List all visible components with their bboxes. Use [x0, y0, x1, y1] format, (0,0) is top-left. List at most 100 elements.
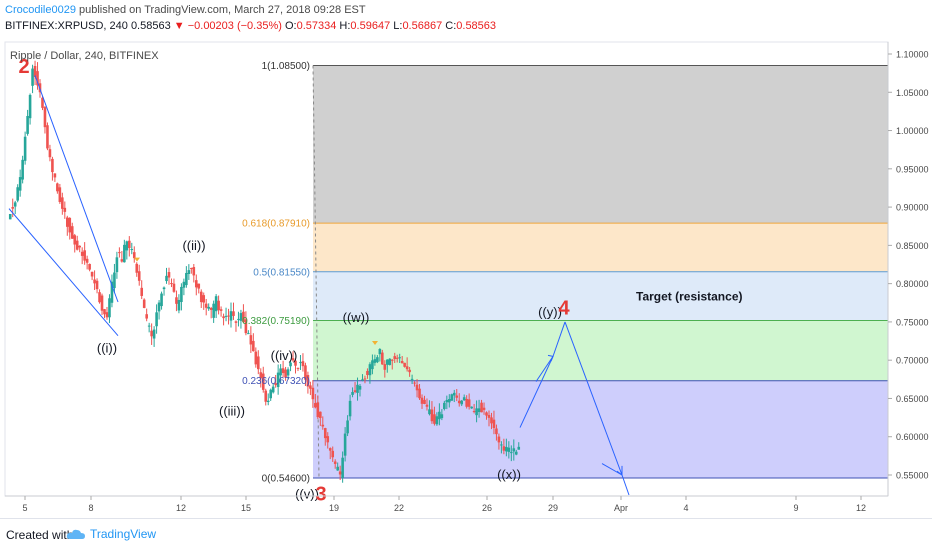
- count-label: 4: [558, 297, 570, 319]
- candle-body: [276, 372, 280, 388]
- candle-body: [443, 402, 446, 410]
- candle-body: [103, 309, 106, 315]
- candle-body: [316, 402, 320, 418]
- price-tick-label: 1.00000: [896, 126, 929, 136]
- candle-body: [78, 245, 81, 248]
- fib-label: 0.618(0.87910): [242, 219, 310, 230]
- candle-body: [284, 369, 287, 378]
- candle-body: [254, 351, 258, 365]
- candle-body: [388, 358, 392, 365]
- price-tick-label: 0.90000: [896, 203, 929, 213]
- price-tick-label: 0.65000: [896, 394, 929, 404]
- candle-body: [244, 319, 248, 334]
- candle-body: [252, 340, 255, 352]
- candle-body: [234, 321, 238, 323]
- candle-body: [135, 263, 139, 273]
- price-chart[interactable]: 1(1.08500) 0.618(0.87910) 0.5(0.81550) 0.38…: [0, 40, 932, 518]
- candle-body: [371, 360, 374, 370]
- candle-body: [145, 314, 148, 319]
- price-tick-label: 1.10000: [896, 50, 929, 60]
- candle-body: [177, 299, 181, 311]
- candle-body: [217, 300, 220, 311]
- candle-body: [194, 280, 198, 288]
- author-link[interactable]: Crocodile0029: [5, 4, 76, 16]
- time-tick-label: 4: [683, 503, 688, 513]
- candle-body: [46, 125, 49, 149]
- candle-body: [98, 292, 101, 303]
- candle-body: [381, 352, 384, 365]
- candle-body: [247, 333, 250, 335]
- candle-body: [328, 448, 332, 451]
- candle-body: [366, 370, 369, 375]
- target-annotation: Target (resistance): [636, 289, 742, 303]
- time-tick-label: 9: [793, 503, 798, 513]
- candle-body: [269, 389, 273, 399]
- candle-body: [197, 283, 201, 289]
- candle-body: [311, 387, 315, 400]
- candle-body: [65, 217, 69, 227]
- candle-body: [182, 281, 186, 288]
- wave-label: ((v)): [295, 486, 319, 501]
- candle-body: [130, 249, 134, 251]
- candle-body: [190, 268, 193, 270]
- candle-body: [475, 408, 478, 416]
- price-tick-label: 0.60000: [896, 432, 929, 442]
- wave-label: ((iv)): [271, 348, 298, 363]
- candle-body: [26, 115, 29, 134]
- candle-body: [43, 107, 47, 128]
- time-tick-label: 12: [856, 503, 866, 513]
- symbol-label: BITFINEX:XRPUSD, 240: [5, 20, 128, 32]
- candle-body: [279, 368, 282, 376]
- footer: Created with TradingView: [0, 518, 932, 551]
- close-value: 0.58563: [456, 20, 497, 32]
- candle-body: [41, 97, 44, 108]
- candle-body: [500, 444, 503, 446]
- candle-body: [448, 399, 451, 403]
- price-tick-label: 0.95000: [896, 164, 929, 174]
- chart-header: Crocodile0029 published on TradingView.c…: [0, 0, 932, 40]
- candle-body: [271, 386, 275, 393]
- candle-body: [108, 298, 111, 318]
- price-tick-label: 0.55000: [896, 471, 929, 481]
- candle-body: [390, 359, 394, 361]
- published-text: published on TradingView.com, March 27, …: [79, 4, 366, 16]
- candle-body: [175, 297, 178, 304]
- candle-body: [465, 398, 468, 407]
- candle-body: [165, 275, 168, 282]
- candle-body: [400, 361, 404, 364]
- candle-body: [420, 397, 424, 404]
- tradingview-brand: TradingView: [90, 527, 157, 541]
- candle-body: [450, 394, 454, 401]
- candle-body: [113, 272, 116, 289]
- candle-body: [336, 466, 339, 471]
- fib-zone: [313, 380, 888, 479]
- candle-body: [304, 365, 307, 380]
- candle-body: [393, 356, 397, 360]
- candle-body: [80, 251, 84, 256]
- time-tick-label: 15: [241, 503, 251, 513]
- candle-body: [460, 400, 464, 405]
- candle-body: [140, 287, 144, 296]
- chart-title: Ripple / Dollar, 240, BITFINEX: [10, 50, 159, 62]
- time-tick-label: 8: [88, 503, 93, 513]
- candle-body: [150, 330, 153, 337]
- candle-body: [249, 335, 253, 345]
- candle-body: [452, 392, 456, 396]
- candle-body: [185, 272, 188, 286]
- candle-body: [61, 197, 64, 209]
- candle-body: [16, 187, 19, 201]
- last-price: 0.58563: [130, 20, 171, 32]
- candle-body: [301, 361, 305, 367]
- candle-body: [323, 428, 327, 439]
- symbol-line: BITFINEX:XRPUSD, 240 0.58563 ▼ −0.00203 …: [5, 20, 496, 32]
- candle-body: [110, 281, 114, 303]
- candle-body: [56, 183, 59, 192]
- candle-body: [485, 412, 488, 416]
- candle-body: [28, 94, 32, 119]
- price-tick-label: 1.05000: [896, 88, 929, 98]
- candle-body: [73, 235, 77, 245]
- candle-body: [331, 450, 335, 458]
- tradingview-logo[interactable]: TradingView: [66, 527, 156, 541]
- candle-body: [338, 471, 342, 475]
- candle-body: [346, 420, 349, 434]
